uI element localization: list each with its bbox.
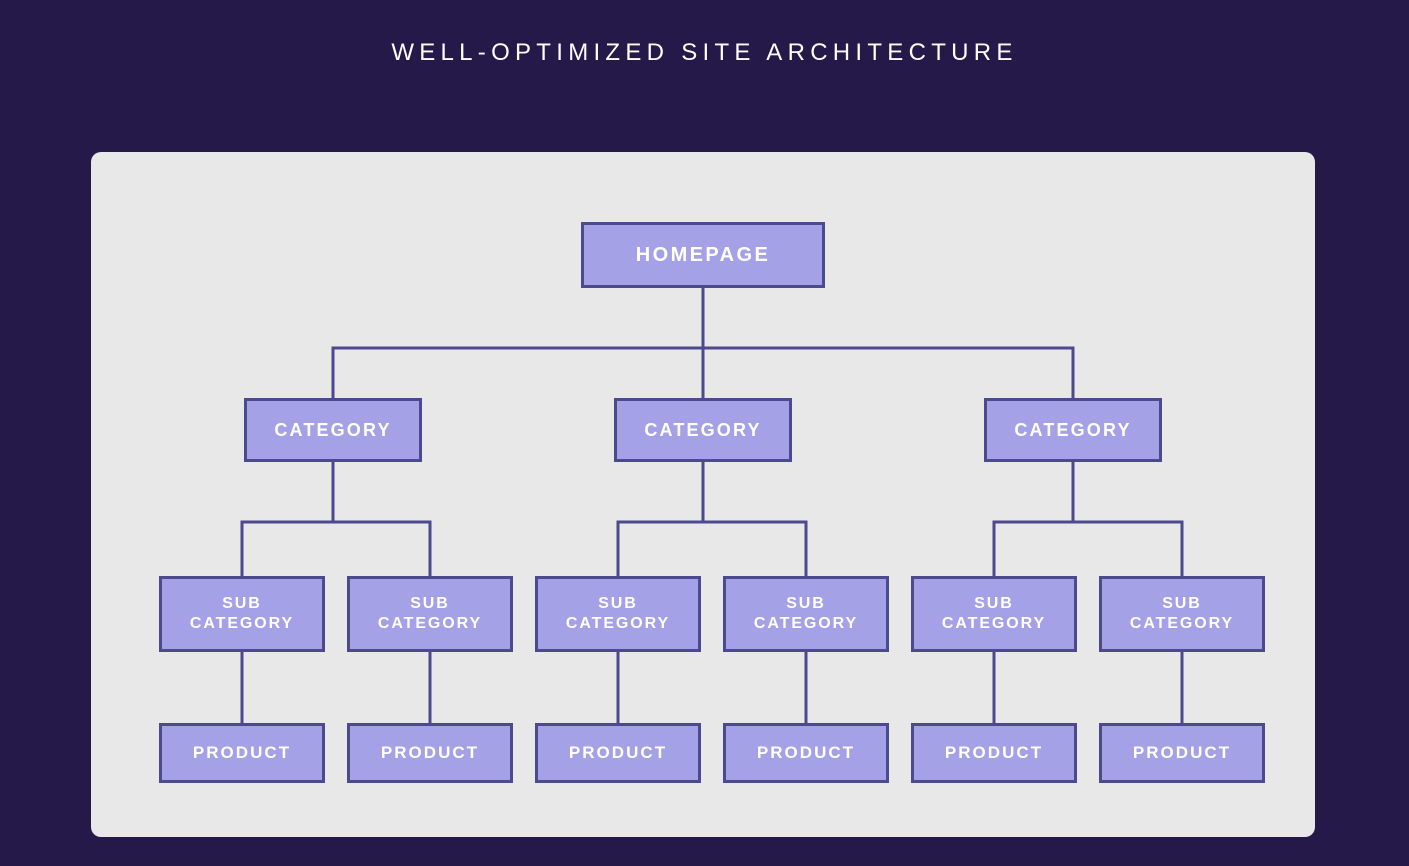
tree-node-label: PRODUCT xyxy=(569,742,667,763)
tree-node-label: PRODUCT xyxy=(1133,742,1231,763)
tree-node-label: CATEGORY xyxy=(1014,419,1131,442)
tree-node-label: PRODUCT xyxy=(193,742,291,763)
tree-node-label: SUB CATEGORY xyxy=(754,594,858,634)
tree-node-label: CATEGORY xyxy=(274,419,391,442)
diagram-page: WELL-OPTIMIZED SITE ARCHITECTURE HOMEPAG… xyxy=(0,0,1409,866)
tree-node-p2: PRODUCT xyxy=(347,723,513,783)
tree-node-sub2: SUB CATEGORY xyxy=(347,576,513,652)
tree-node-label: PRODUCT xyxy=(757,742,855,763)
tree-node-p1: PRODUCT xyxy=(159,723,325,783)
tree-node-cat3: CATEGORY xyxy=(984,398,1162,462)
tree-node-sub3: SUB CATEGORY xyxy=(535,576,701,652)
tree-node-label: SUB CATEGORY xyxy=(942,594,1046,634)
tree-node-label: HOMEPAGE xyxy=(636,243,770,268)
tree-node-p4: PRODUCT xyxy=(723,723,889,783)
tree-node-sub5: SUB CATEGORY xyxy=(911,576,1077,652)
tree-node-label: PRODUCT xyxy=(381,742,479,763)
tree-node-p6: PRODUCT xyxy=(1099,723,1265,783)
tree-node-label: SUB CATEGORY xyxy=(566,594,670,634)
tree-node-cat2: CATEGORY xyxy=(614,398,792,462)
tree-node-sub1: SUB CATEGORY xyxy=(159,576,325,652)
tree-node-home: HOMEPAGE xyxy=(581,222,825,288)
tree-node-p3: PRODUCT xyxy=(535,723,701,783)
tree-node-sub6: SUB CATEGORY xyxy=(1099,576,1265,652)
tree-node-label: SUB CATEGORY xyxy=(190,594,294,634)
tree-node-label: SUB CATEGORY xyxy=(1130,594,1234,634)
tree-node-cat1: CATEGORY xyxy=(244,398,422,462)
tree-node-label: PRODUCT xyxy=(945,742,1043,763)
tree-node-sub4: SUB CATEGORY xyxy=(723,576,889,652)
tree-node-label: CATEGORY xyxy=(644,419,761,442)
tree-node-p5: PRODUCT xyxy=(911,723,1077,783)
tree-node-label: SUB CATEGORY xyxy=(378,594,482,634)
